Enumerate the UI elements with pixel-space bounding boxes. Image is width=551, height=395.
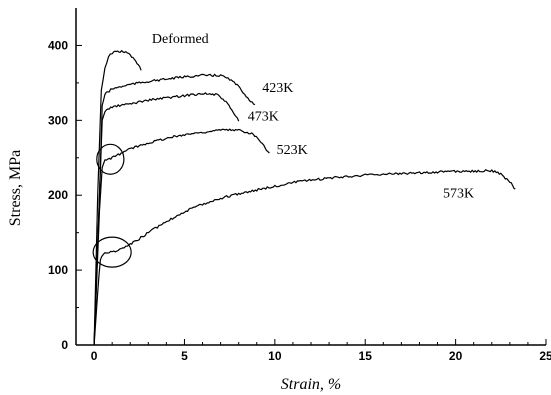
curve-label: 423K [262,81,293,96]
series-line-523k [93,128,270,346]
x-tick-label: 15 [359,349,373,363]
x-tick-label: 20 [449,349,463,363]
y-tick-label: 0 [61,338,68,352]
series-line-573k [93,169,516,346]
x-tick-label: 0 [91,349,98,363]
curve-labels: Deformed 423K 473K 523K 573K [152,32,474,201]
x-axis-label: Strain, % [281,376,341,393]
curve-label: 473K [248,109,279,124]
y-tick-label: 300 [48,113,68,127]
annotation-circle [92,236,132,268]
y-tick-label: 100 [48,263,68,277]
y-tick-label: 200 [48,188,68,202]
plot-area: 0 5 10 15 20 25 0 100 200 300 400 Deformed 423K 473… [48,8,551,363]
series-lines [93,49,516,346]
curve-label: 573K [443,186,474,201]
y-tick-label: 400 [48,38,68,52]
y-ticks: 0 100 200 300 400 [48,38,82,352]
series-line-473k [93,92,240,346]
annotations [92,143,132,268]
x-tick-label: 5 [181,349,188,363]
curve-label: 523K [277,143,308,158]
series-line-deformed [93,49,142,346]
x-tick-label: 25 [539,349,551,363]
x-ticks: 0 5 10 15 20 25 [75,339,551,363]
series-line-423k [93,73,256,346]
annotation-circle [96,143,125,175]
curve-label: Deformed [152,32,209,47]
y-axis-label: Stress, MPa [7,150,24,226]
x-tick-label: 10 [268,349,282,363]
